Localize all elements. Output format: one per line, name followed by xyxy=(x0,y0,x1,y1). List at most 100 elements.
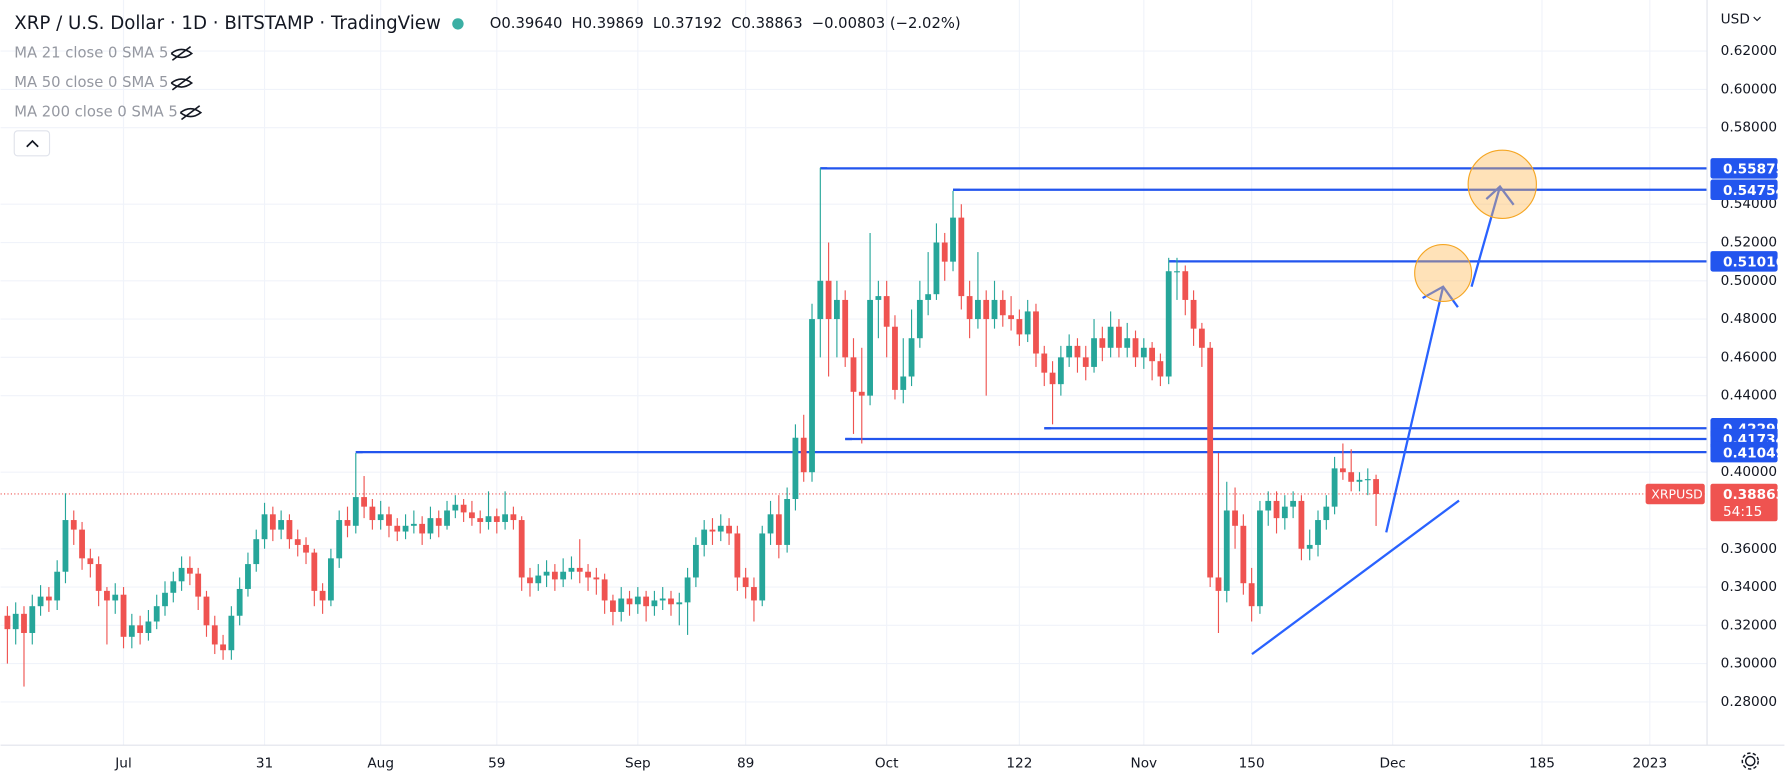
candle-body xyxy=(269,514,276,530)
x-tick-label: 31 xyxy=(256,755,273,771)
chevron[interactable] xyxy=(26,139,39,148)
eye-icon[interactable] xyxy=(170,75,194,91)
ohlc-letter: L xyxy=(653,15,662,32)
candle-body xyxy=(991,299,998,320)
candle-body xyxy=(45,596,52,601)
candle-body xyxy=(286,520,293,540)
indicator: MA 21 close 0 SMA 5 xyxy=(14,44,168,61)
candle-body xyxy=(137,625,144,633)
candle-body xyxy=(1190,299,1197,329)
y-tick-label: 0.62000 xyxy=(1721,43,1777,59)
symbol-tag-label: XRPUSD xyxy=(1651,487,1703,502)
candle-body xyxy=(1306,544,1313,549)
candle-body xyxy=(784,498,791,545)
level-tag-label: 0.55875 xyxy=(1723,161,1785,177)
candles xyxy=(4,167,1379,687)
candle-body xyxy=(104,590,110,601)
candle-body xyxy=(220,644,226,651)
candle-body xyxy=(610,600,616,612)
candle-body xyxy=(551,571,558,580)
candle-body xyxy=(717,525,724,532)
candle-body xyxy=(1281,506,1288,519)
candle-body xyxy=(510,514,517,521)
currency[interactable]: USD xyxy=(1721,11,1750,27)
y-tick-label: 0.34000 xyxy=(1721,579,1777,595)
x-tick-label: Aug xyxy=(367,755,394,771)
candle-body xyxy=(70,520,77,530)
candle-body xyxy=(817,280,824,320)
candle-body xyxy=(1331,468,1338,507)
chevron[interactable] xyxy=(1753,16,1761,22)
candle-body xyxy=(1174,271,1180,273)
candle-body xyxy=(858,391,865,396)
candle-body xyxy=(767,514,774,534)
candle-body xyxy=(236,588,243,616)
candle-body xyxy=(493,516,500,522)
collapse-button[interactable] xyxy=(13,130,51,157)
candle-body xyxy=(178,567,185,582)
candle-body xyxy=(999,299,1006,316)
candle-body xyxy=(294,539,301,545)
candle-body xyxy=(883,296,890,327)
ohlc-change: −0.00803 (−2.02%) xyxy=(812,15,961,32)
y-tick-label: 0.48000 xyxy=(1721,311,1777,327)
candle-body xyxy=(560,571,567,580)
candle-body xyxy=(12,613,19,630)
candle-body xyxy=(1240,525,1247,584)
candle-body xyxy=(1049,372,1056,385)
y-tick-label: 0.50000 xyxy=(1721,273,1777,289)
candle-body xyxy=(4,615,11,630)
candle-body xyxy=(336,520,343,559)
candle-body xyxy=(1091,338,1097,367)
candle-body xyxy=(1116,326,1122,348)
ohlc-letter: H xyxy=(572,15,583,32)
candle-body xyxy=(502,514,509,522)
level-tag xyxy=(1710,158,1778,179)
candle-body xyxy=(1008,315,1014,320)
candle-body xyxy=(319,590,326,601)
candle-body xyxy=(1066,345,1073,358)
candle-body xyxy=(120,594,127,637)
candle-body xyxy=(1057,357,1064,385)
eye-icon[interactable] xyxy=(179,105,203,121)
candle-body xyxy=(1207,347,1214,578)
x-tick-label: 150 xyxy=(1239,755,1265,771)
candle-body xyxy=(950,217,956,262)
candle-body xyxy=(651,600,658,607)
candle-body xyxy=(792,437,799,499)
candle-body xyxy=(145,621,152,633)
candle-body xyxy=(875,296,882,300)
candle-body xyxy=(352,497,359,526)
ohlc-letter: C xyxy=(731,15,741,32)
candle-body xyxy=(941,242,948,262)
candle-body xyxy=(328,558,334,601)
candle-body xyxy=(1339,468,1346,473)
candle-body xyxy=(692,544,699,578)
candle-body xyxy=(585,571,591,578)
candle-body xyxy=(1257,510,1263,607)
candle-body xyxy=(1232,510,1238,526)
candle-body xyxy=(668,598,674,605)
trend-line xyxy=(1251,499,1460,656)
candle-body xyxy=(1074,345,1081,358)
candle-body xyxy=(1033,311,1039,354)
eye-icon[interactable] xyxy=(170,46,194,61)
candle-body xyxy=(162,592,168,607)
y-tick-label: 0.30000 xyxy=(1721,656,1777,672)
candle-body xyxy=(833,299,840,320)
settings-icon[interactable] xyxy=(1741,752,1759,770)
level-tag-label: 0.51016 xyxy=(1723,254,1785,270)
candle-body xyxy=(1165,271,1172,377)
candle-body xyxy=(1248,583,1255,607)
candle-body xyxy=(203,596,210,626)
candle-body xyxy=(709,529,716,532)
arrow-head xyxy=(1422,285,1459,308)
candle-body xyxy=(634,596,641,605)
symbol-tag xyxy=(1645,483,1705,505)
candle-body xyxy=(402,525,409,532)
drawings xyxy=(1251,149,1537,656)
hidden-icons[interactable] xyxy=(170,46,203,121)
y-tick-label: 0.58000 xyxy=(1721,120,1777,136)
candle-body xyxy=(1273,500,1280,519)
